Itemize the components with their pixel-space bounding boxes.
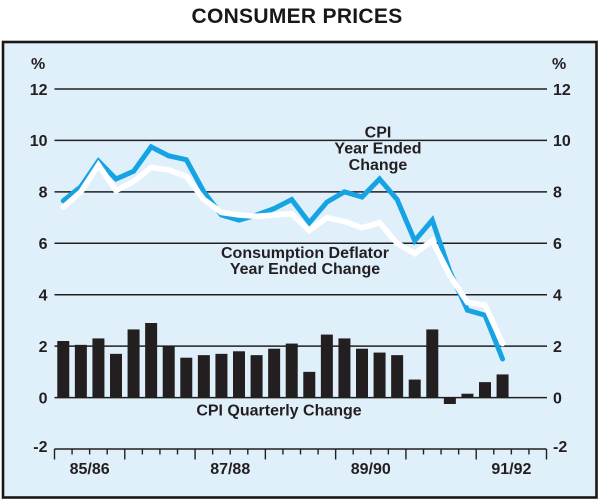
y-label-left-10: 10 [30, 133, 48, 150]
y-label-right--2: -2 [553, 439, 567, 456]
bar-q18 [356, 348, 368, 398]
x-year-label-89-90: 89/90 [351, 461, 391, 478]
bar-q13 [268, 348, 281, 398]
y-label-right-2: 2 [553, 339, 562, 356]
bar-q7 [162, 346, 175, 398]
y-label-right-0: 0 [553, 390, 562, 407]
bar-q10 [215, 353, 228, 398]
bar-q14 [285, 343, 298, 398]
deflator-line [60, 159, 506, 347]
y-label-right-12: 12 [553, 82, 571, 99]
bar-q11 [233, 351, 245, 398]
annotation-0-line-2: Change [349, 157, 408, 174]
y-label-right-6: 6 [553, 236, 562, 253]
bar-q3 [92, 338, 105, 398]
x-year-label-87-88: 87/88 [210, 461, 250, 478]
bar-q4 [110, 353, 122, 398]
bar-q1 [57, 340, 70, 398]
plot-area: 12 12 10 10 8 8 6 6 4 4 2 2 0 0 -2 -2% % 85/86 87/88 89/90 9… [1, 40, 598, 499]
bar-q9 [197, 355, 210, 398]
bar-q25 [479, 382, 491, 398]
x-year-label-85-86: 85/86 [70, 461, 110, 478]
annotation-1-line-0: Consumption Deflator [221, 245, 389, 262]
chart-title: CONSUMER PRICES [191, 5, 402, 28]
annotation-0-line-1: Year Ended [334, 141, 421, 158]
percent-symbol-right: % [552, 56, 566, 73]
bar-q26 [496, 374, 509, 398]
bar-q15 [303, 371, 316, 398]
y-label-right-10: 10 [553, 133, 571, 150]
bar-q5 [127, 329, 140, 398]
percent-symbol-left: % [31, 56, 45, 73]
bar-q24 [461, 393, 474, 398]
y-label-left-6: 6 [39, 236, 48, 253]
y-label-left-0: 0 [39, 390, 48, 407]
annotation-0-line-0: CPI [365, 125, 392, 142]
y-label-left-12: 12 [30, 82, 48, 99]
bar-q16 [320, 334, 333, 398]
bar-q20 [391, 355, 404, 398]
y-label-right-8: 8 [553, 185, 562, 202]
bar-q2 [74, 344, 87, 398]
y-label-right-4: 4 [553, 287, 562, 304]
bar-q8 [180, 357, 193, 398]
y-label-left--2: -2 [33, 439, 47, 456]
bar-q22 [426, 329, 439, 398]
y-label-left-2: 2 [39, 339, 48, 356]
bar-q23 [443, 397, 456, 404]
y-label-left-4: 4 [39, 287, 48, 304]
chart-frame [1, 40, 598, 499]
y-label-left-8: 8 [39, 185, 48, 202]
bar-q6 [145, 322, 158, 398]
bar-q19 [373, 352, 386, 398]
bar-q12 [250, 355, 263, 398]
cpi-line [60, 143, 506, 362]
annotation-2-line-0: CPI Quarterly Change [196, 403, 361, 420]
annotation-1-line-1: Year Ended Change [230, 261, 380, 278]
bar-q17 [338, 338, 351, 398]
bar-q21 [408, 379, 421, 398]
x-year-label-91-92: 91/92 [491, 461, 531, 478]
